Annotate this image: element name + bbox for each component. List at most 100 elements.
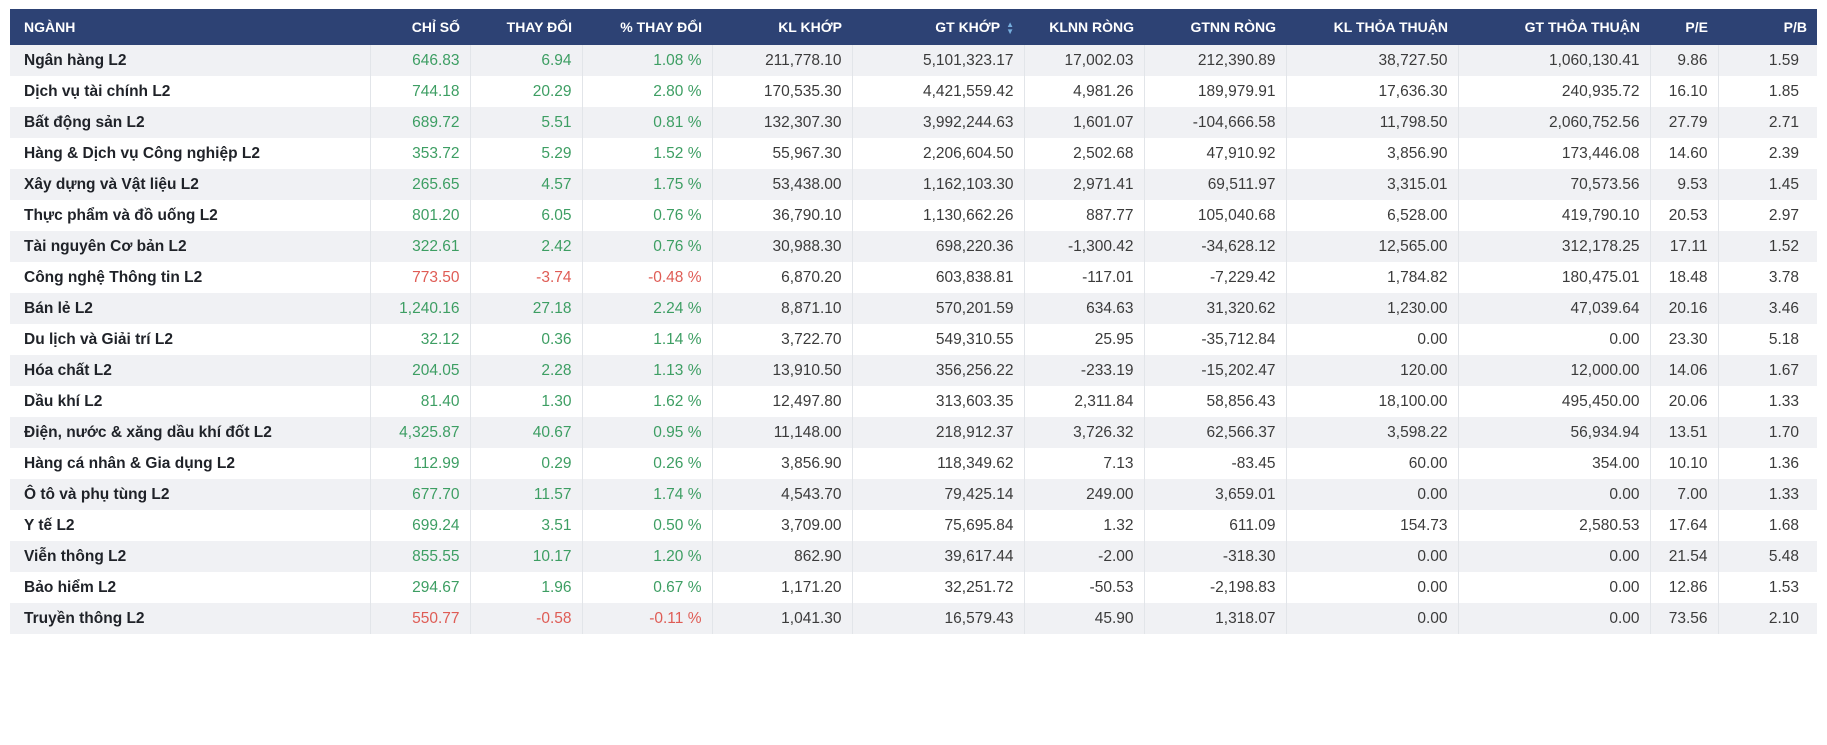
- cell-thay-doi: 10.17: [470, 541, 583, 572]
- table-row[interactable]: Viễn thông L2 855.55 10.17 1.20 % 862.90 39,6…: [10, 541, 1817, 572]
- cell-kl-thoa-thuan: 1,230.00: [1286, 293, 1459, 324]
- cell-kl-thoa-thuan: 0.00: [1286, 541, 1459, 572]
- cell-klnn-rong: 1.32: [1024, 510, 1145, 541]
- cell-pe: 10.10: [1650, 448, 1719, 479]
- column-header-gt-khop[interactable]: GT KHỚP ▲ ▼: [852, 9, 1024, 45]
- column-label: KL KHỚP: [778, 19, 842, 35]
- cell-gtnn-rong: -83.45: [1144, 448, 1287, 479]
- cell-gtnn-rong: 105,040.68: [1144, 200, 1287, 231]
- table-row[interactable]: Điện, nước & xăng dầu khí đốt L2 4,325.87…: [10, 417, 1817, 448]
- cell-kl-khop: 211,778.10: [712, 45, 853, 76]
- cell-nganh: Tài nguyên Cơ bản L2: [10, 231, 371, 262]
- column-header-pb[interactable]: P/B: [1718, 9, 1817, 45]
- cell-gtnn-rong: -2,198.83: [1144, 572, 1287, 603]
- cell-klnn-rong: 2,311.84: [1024, 386, 1145, 417]
- cell-pe: 16.10: [1650, 76, 1719, 107]
- table-row[interactable]: Bán lẻ L2 1,240.16 27.18 2.24 % 8,871.10 570,…: [10, 293, 1817, 324]
- cell-pe: 20.16: [1650, 293, 1719, 324]
- cell-gt-thoa-thuan: 354.00: [1458, 448, 1651, 479]
- cell-thay-doi: 5.29: [470, 138, 583, 169]
- cell-pe: 17.11: [1650, 231, 1719, 262]
- cell-pb: 5.48: [1768, 547, 1799, 565]
- column-header-kl-thoa-thuan[interactable]: KL THỎA THUẬN: [1286, 9, 1458, 45]
- column-header-nganh[interactable]: NGÀNH: [10, 9, 370, 45]
- cell-klnn-rong: -117.01: [1024, 262, 1145, 293]
- cell-pb: 1.67: [1768, 361, 1799, 379]
- cell-gt-thoa-thuan: 240,935.72: [1458, 76, 1651, 107]
- table-row[interactable]: Hàng cá nhân & Gia dụng L2 112.99 0.29 0.26…: [10, 448, 1817, 479]
- cell-thay-doi: 0.36: [470, 324, 583, 355]
- cell-gtnn-rong: 3,659.01: [1144, 479, 1287, 510]
- table-row[interactable]: Dịch vụ tài chính L2 744.18 20.29 2.80 % 170…: [10, 76, 1817, 107]
- cell-gtnn-rong: -104,666.58: [1144, 107, 1287, 138]
- cell-nganh: Du lịch và Giải trí L2: [10, 324, 371, 355]
- cell-pe: 12.86: [1650, 572, 1719, 603]
- table-row[interactable]: Tài nguyên Cơ bản L2 322.61 2.42 0.76 % 30,9…: [10, 231, 1817, 262]
- table-row[interactable]: Truyền thông L2 550.77 -0.58 -0.11 % 1,041.3…: [10, 603, 1817, 634]
- table-row[interactable]: Hàng & Dịch vụ Công nghiệp L2 353.72 5.29 1…: [10, 138, 1817, 169]
- sort-arrows-icon[interactable]: ▲ ▼: [1006, 20, 1014, 37]
- cell-thay-doi: 11.57: [470, 479, 583, 510]
- cell-thay-doi: -0.58: [470, 603, 583, 634]
- cell-gtnn-rong: 58,856.43: [1144, 386, 1287, 417]
- cell-nganh: Hàng cá nhân & Gia dụng L2: [10, 448, 371, 479]
- cell-pe: 9.53: [1650, 169, 1719, 200]
- cell-thay-doi: 2.42: [470, 231, 583, 262]
- table-row[interactable]: Du lịch và Giải trí L2 32.12 0.36 1.14 % 3,7…: [10, 324, 1817, 355]
- column-label: KL THỎA THUẬN: [1333, 19, 1448, 35]
- column-header-chi-so[interactable]: CHỈ SỐ: [370, 9, 470, 45]
- cell-klnn-rong: 4,981.26: [1024, 76, 1145, 107]
- table-row[interactable]: Công nghệ Thông tin L2 773.50 -3.74 -0.48 %…: [10, 262, 1817, 293]
- column-header-kl-khop[interactable]: KL KHỚP: [712, 9, 852, 45]
- cell-kl-thoa-thuan: 0.00: [1286, 479, 1459, 510]
- cell-gt-khop: 549,310.55: [852, 324, 1025, 355]
- cell-gt-khop: 3,992,244.63: [852, 107, 1025, 138]
- column-header-klnn-rong[interactable]: KLNN RÒNG: [1024, 9, 1144, 45]
- cell-chi-so: 1,240.16: [370, 293, 471, 324]
- cell-kl-thoa-thuan: 18,100.00: [1286, 386, 1459, 417]
- cell-kl-khop: 36,790.10: [712, 200, 853, 231]
- cell-gtnn-rong: 611.09: [1144, 510, 1287, 541]
- cell-kl-khop: 1,041.30: [712, 603, 853, 634]
- cell-pct-thay-doi: 1.13 %: [582, 355, 713, 386]
- cell-pb: 2.39: [1768, 144, 1799, 162]
- cell-kl-khop: 8,871.10: [712, 293, 853, 324]
- cell-gtnn-rong: -7,229.42: [1144, 262, 1287, 293]
- table-row[interactable]: Ngân hàng L2 646.83 6.94 1.08 % 211,778.10 5,…: [10, 45, 1817, 76]
- cell-klnn-rong: 7.13: [1024, 448, 1145, 479]
- column-header-gtnn-rong[interactable]: GTNN RÒNG: [1144, 9, 1286, 45]
- table-row[interactable]: Thực phẩm và đồ uống L2 801.20 6.05 0.76 % 3…: [10, 200, 1817, 231]
- cell-pe: 17.64: [1650, 510, 1719, 541]
- column-header-thay-doi[interactable]: THAY ĐỔI: [470, 9, 582, 45]
- table-row[interactable]: Bất động sản L2 689.72 5.51 0.81 % 132,307.3…: [10, 107, 1817, 138]
- table-row[interactable]: Dầu khí L2 81.40 1.30 1.62 % 12,497.80 313,60…: [10, 386, 1817, 417]
- cell-kl-khop: 6,870.20: [712, 262, 853, 293]
- cell-thay-doi: -3.74: [470, 262, 583, 293]
- cell-pe: 73.56: [1650, 603, 1719, 634]
- table-row[interactable]: Ô tô và phụ tùng L2 677.70 11.57 1.74 % 4,54…: [10, 479, 1817, 510]
- cell-gt-thoa-thuan: 419,790.10: [1458, 200, 1651, 231]
- table-body: Ngân hàng L2 646.83 6.94 1.08 % 211,778.10 5,…: [10, 45, 1817, 634]
- cell-pb: 3.78: [1768, 268, 1799, 286]
- column-header-gt-thoa-thuan[interactable]: GT THỎA THUẬN: [1458, 9, 1650, 45]
- cell-kl-khop: 1,171.20: [712, 572, 853, 603]
- column-header-pct-thay-doi[interactable]: % THAY ĐỔI: [582, 9, 712, 45]
- table-row[interactable]: Y tế L2 699.24 3.51 0.50 % 3,709.00 75,695.84…: [10, 510, 1817, 541]
- column-header-pe[interactable]: P/E: [1650, 9, 1718, 45]
- cell-chi-so: 265.65: [370, 169, 471, 200]
- cell-chi-so: 689.72: [370, 107, 471, 138]
- cell-pct-thay-doi: 1.75 %: [582, 169, 713, 200]
- table-row[interactable]: Bảo hiểm L2 294.67 1.96 0.67 % 1,171.20 32,25…: [10, 572, 1817, 603]
- cell-gt-thoa-thuan: 56,934.94: [1458, 417, 1651, 448]
- cell-thay-doi: 40.67: [470, 417, 583, 448]
- cell-gt-khop: 1,130,662.26: [852, 200, 1025, 231]
- cell-nganh: Xây dựng và Vật liệu L2: [10, 169, 371, 200]
- cell-pe: 23.30: [1650, 324, 1719, 355]
- table-row[interactable]: Xây dựng và Vật liệu L2 265.65 4.57 1.75 % 5…: [10, 169, 1817, 200]
- table-row[interactable]: Hóa chất L2 204.05 2.28 1.13 % 13,910.50 356,…: [10, 355, 1817, 386]
- cell-kl-khop: 55,967.30: [712, 138, 853, 169]
- cell-pct-thay-doi: 1.52 %: [582, 138, 713, 169]
- cell-klnn-rong: 634.63: [1024, 293, 1145, 324]
- sector-table-container: NGÀNH CHỈ SỐ THAY ĐỔI % THAY ĐỔI KL KHỚP GT K…: [10, 9, 1817, 634]
- cell-pct-thay-doi: 0.81 %: [582, 107, 713, 138]
